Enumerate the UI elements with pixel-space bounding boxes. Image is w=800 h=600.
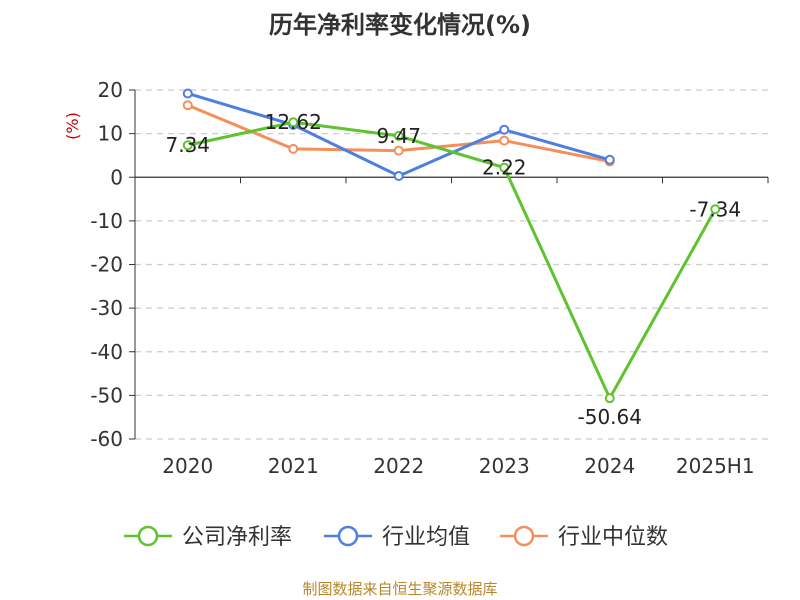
data-point xyxy=(393,145,404,156)
data-point xyxy=(499,162,510,173)
data-point xyxy=(393,170,404,181)
legend[interactable]: 公司净利率 行业均值 行业中位数 xyxy=(124,525,668,550)
y-tick-label: 0 xyxy=(110,165,123,189)
y-axis-label: (%) xyxy=(63,112,82,140)
y-tick-label: 20 xyxy=(98,78,123,102)
data-label: -7.34 xyxy=(689,197,741,221)
series-line xyxy=(187,120,717,400)
x-tick-label: 2022 xyxy=(373,454,424,478)
data-label: -50.64 xyxy=(578,405,642,429)
data-point xyxy=(288,143,299,154)
data-point xyxy=(499,124,510,135)
legend-marker xyxy=(513,525,535,547)
data-point xyxy=(288,117,299,128)
legend-item[interactable]: 行业中位数 xyxy=(500,525,668,550)
data-label: 7.34 xyxy=(165,133,210,157)
legend-label: 行业中位数 xyxy=(558,525,668,550)
x-tick-label: 2021 xyxy=(268,454,319,478)
x-tick-label: 2020 xyxy=(162,454,213,478)
y-tick-label: -50 xyxy=(90,383,123,407)
legend-marker xyxy=(337,525,359,547)
y-tick-label: 10 xyxy=(98,122,123,146)
data-point xyxy=(499,135,510,146)
chart-title: 历年净利率变化情况(%) xyxy=(269,11,531,39)
data-label: 2.22 xyxy=(482,156,527,180)
gridlines xyxy=(135,89,768,440)
data-point xyxy=(182,100,193,111)
x-tick-label: 2023 xyxy=(479,454,530,478)
legend-label: 公司净利率 xyxy=(182,525,292,550)
x-tick-label: 2025H1 xyxy=(676,454,755,478)
y-tick-label: -10 xyxy=(90,209,123,233)
series-lines xyxy=(182,88,721,404)
data-point xyxy=(182,140,193,151)
data-point xyxy=(182,88,193,99)
legend-item[interactable]: 公司净利率 xyxy=(124,525,292,550)
data-point xyxy=(604,393,615,404)
legend-item[interactable]: 行业均值 xyxy=(324,525,470,550)
x-tick-label: 2024 xyxy=(584,454,635,478)
legend-marker xyxy=(137,525,159,547)
source-note: 制图数据来自恒生聚源数据库 xyxy=(302,580,497,598)
data-label: 9.47 xyxy=(376,124,421,148)
y-tick-label: -60 xyxy=(90,427,123,451)
data-labels: 7.34 12.62 9.47 2.22 -50.64 -7.34 xyxy=(165,110,741,429)
data-label: 12.62 xyxy=(265,110,322,134)
data-point xyxy=(710,204,721,215)
axes: 20 10 0 -10 -20 -30 -40 -50 -60 2020 2021 2022 2023 2… xyxy=(90,78,769,478)
data-point xyxy=(393,130,404,141)
legend-label: 行业均值 xyxy=(382,525,470,550)
y-tick-label: -20 xyxy=(90,253,123,277)
data-point xyxy=(604,154,615,165)
y-tick-label: -40 xyxy=(90,340,123,364)
y-tick-label: -30 xyxy=(90,296,123,320)
